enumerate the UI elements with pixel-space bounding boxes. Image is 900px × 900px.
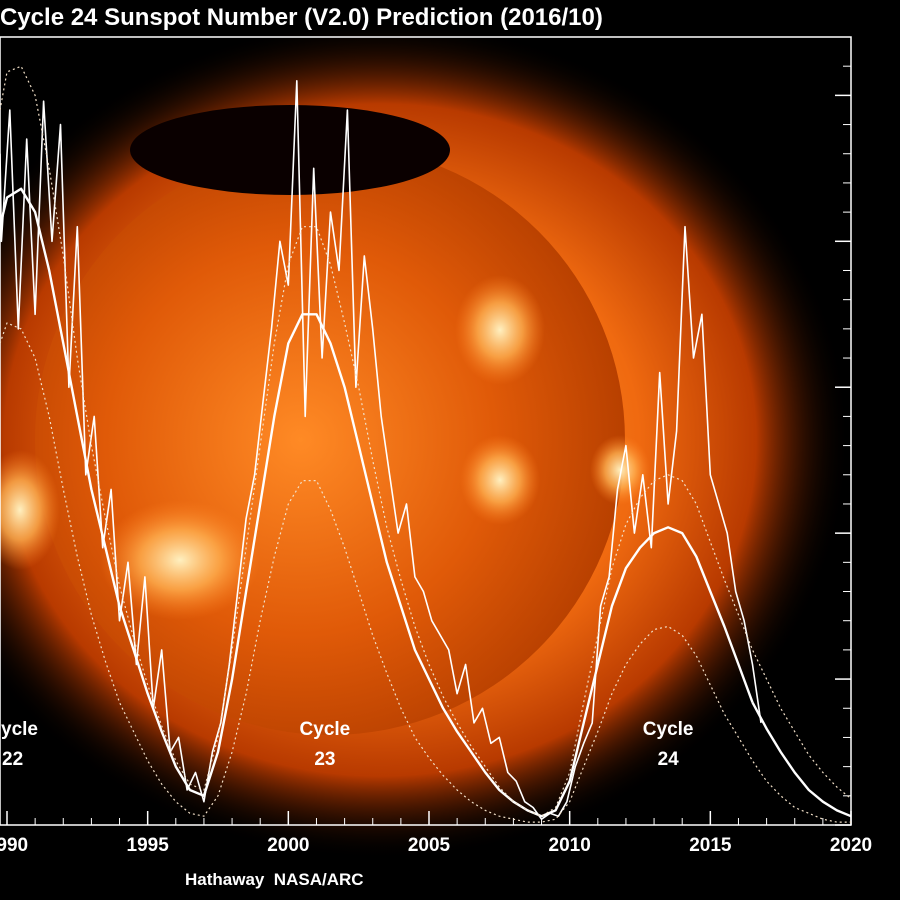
x-tick-label: 2010	[549, 835, 591, 856]
x-tick-label: 2015	[689, 835, 732, 856]
active-region	[100, 500, 260, 620]
x-tick-label: 2005	[408, 835, 451, 856]
chart-title: Cycle 24 Sunspot Number (V2.0) Predictio…	[0, 4, 603, 31]
cycle-label-number: 22	[2, 749, 23, 770]
sun-background	[0, 20, 850, 860]
x-tick-label: 1995	[127, 835, 170, 856]
y-axis-ticks	[835, 65, 851, 826]
x-tick-label: 2020	[830, 835, 872, 856]
cycle-label-word: Cycle	[0, 719, 38, 740]
cycle-label-word: Cycle	[643, 719, 694, 740]
cycle-label-word: Cycle	[300, 719, 351, 740]
active-region	[0, 450, 60, 570]
x-tick-label: 1990	[0, 835, 28, 856]
active-region	[460, 435, 540, 525]
coronal-hole	[130, 105, 450, 195]
data-series	[0, 65, 852, 823]
series-prediction	[751, 701, 852, 818]
x-axis-ticks: 1990 1995 2000 2005 2010 2015 2020	[0, 811, 872, 856]
cycle-labels: Cycle 22 Cycle 23 Cycle 24	[0, 719, 693, 770]
active-region	[455, 275, 545, 385]
series-lower-range	[0, 322, 851, 823]
plot-frame	[0, 36, 852, 826]
chart-credit: Hathaway NASA/ARC	[185, 870, 364, 889]
series-smoothed	[0, 187, 754, 818]
cycle-label-number: 24	[658, 749, 680, 770]
x-tick-label: 2000	[267, 835, 309, 856]
active-region	[590, 435, 650, 505]
cycle-label-number: 23	[314, 749, 335, 770]
series-upper-range	[0, 65, 852, 817]
